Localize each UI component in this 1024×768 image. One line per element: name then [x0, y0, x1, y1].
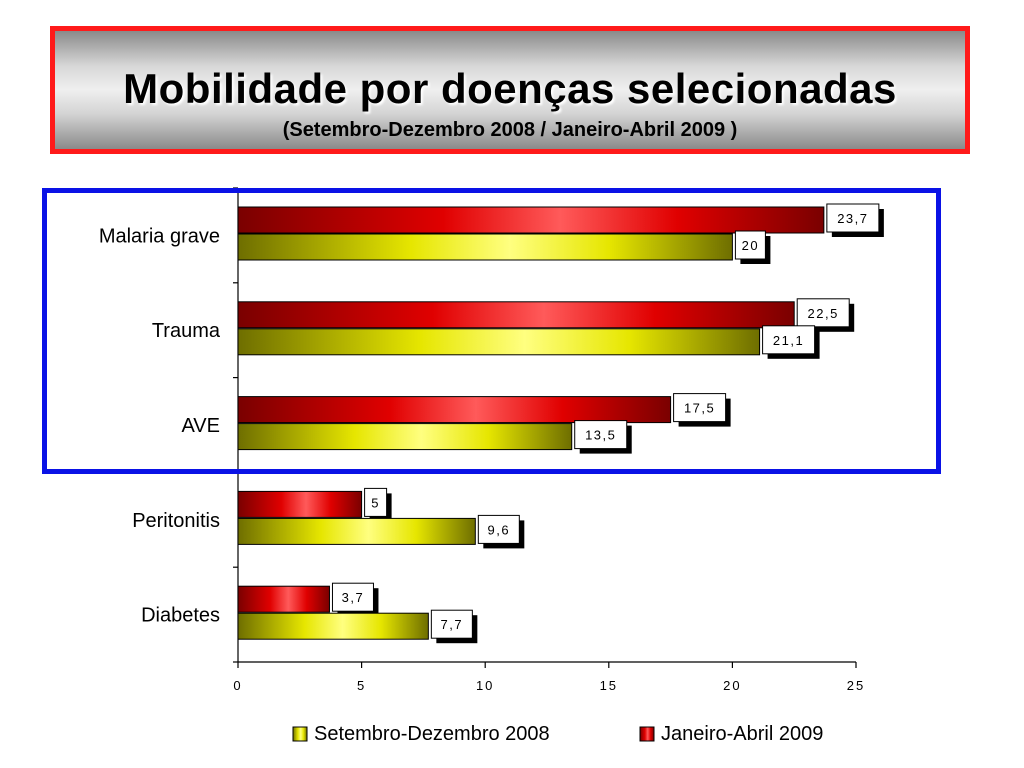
- x-tick-label: 5: [357, 678, 366, 693]
- bar: [237, 423, 573, 451]
- data-label: 20: [742, 238, 759, 253]
- data-label-box: [331, 582, 374, 612]
- legend-label: Janeiro-Abril 2009: [661, 723, 823, 745]
- data-label: 7,7: [441, 617, 464, 632]
- data-label-box: [574, 420, 628, 450]
- category-label: Malaria grave: [99, 225, 220, 247]
- data-label-box: [734, 230, 766, 260]
- bar: [237, 585, 330, 613]
- bar: [237, 490, 363, 518]
- bar: [237, 517, 476, 545]
- data-label-box: [430, 609, 473, 639]
- x-tick-label: 0: [233, 678, 242, 693]
- data-label-box: [826, 203, 880, 233]
- data-label-box: [762, 325, 816, 355]
- data-label: 23,7: [837, 211, 868, 226]
- legend-swatch: [292, 726, 308, 742]
- data-label: 9,6: [488, 522, 511, 537]
- bar: [237, 233, 733, 261]
- bar: [237, 612, 429, 640]
- chart-subtitle: (Setembro-Dezembro 2008 / Janeiro-Abril …: [282, 119, 738, 141]
- category-label: Peritonitis: [132, 510, 220, 532]
- data-label: 5: [371, 495, 380, 510]
- bar: [237, 206, 825, 234]
- chart-title: Mobilidade por doenças selecionadas: [123, 65, 897, 112]
- data-label-box: [477, 514, 520, 544]
- highlight-box: [42, 188, 941, 474]
- x-tick-label: 15: [600, 678, 618, 693]
- data-label-box: [673, 393, 727, 423]
- category-label: Diabetes: [141, 605, 220, 627]
- data-label-box: [364, 487, 388, 517]
- legend-swatch: [639, 726, 655, 742]
- data-label: 21,1: [773, 333, 804, 348]
- data-label-box: [796, 298, 850, 328]
- bar: [237, 328, 761, 356]
- data-label: 13,5: [585, 428, 616, 443]
- category-label: AVE: [181, 415, 220, 437]
- data-label: 22,5: [808, 306, 839, 321]
- title-banner: Mobilidade por doenças selecionadas (Set…: [50, 26, 970, 154]
- x-tick-label: 10: [476, 678, 494, 693]
- data-label: 17,5: [684, 401, 715, 416]
- legend-label: Setembro-Dezembro 2008: [314, 723, 550, 745]
- bar: [237, 301, 795, 329]
- bar: [237, 396, 672, 424]
- x-tick-label: 20: [723, 678, 741, 693]
- category-label: Trauma: [152, 320, 221, 342]
- x-tick-label: 25: [847, 678, 865, 693]
- data-label: 3,7: [342, 590, 365, 605]
